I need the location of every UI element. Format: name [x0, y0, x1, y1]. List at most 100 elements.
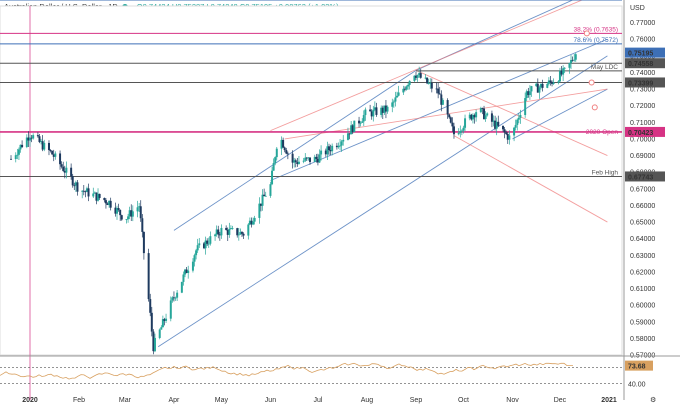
candle-body [484, 115, 487, 120]
candle-body [52, 154, 55, 157]
candle-body [29, 137, 31, 141]
level-label: 78.6% (0.7572) [574, 37, 618, 44]
price-badge-text: 0.73399 [628, 80, 653, 87]
candle-body [536, 83, 539, 93]
candle-body [490, 113, 493, 122]
candle-body [358, 120, 361, 124]
candle-body [76, 182, 79, 192]
candle-body [220, 227, 223, 236]
candle-body [120, 215, 123, 220]
candle-body [215, 229, 218, 235]
candle-body [47, 142, 50, 151]
candle-body [513, 127, 516, 136]
candle-body [473, 115, 476, 118]
candle-body [549, 80, 552, 83]
price-badge-text: 0.70423 [628, 130, 653, 137]
candle-body [242, 233, 245, 236]
candle-body [240, 232, 243, 234]
price-badge [625, 47, 665, 58]
candle-body [471, 115, 474, 120]
candle-body [570, 59, 573, 64]
candle-body [335, 145, 338, 148]
candle-body [415, 75, 417, 78]
candle-body [418, 73, 421, 76]
candle-body [206, 240, 209, 244]
candle-body [195, 250, 198, 256]
candle-body [119, 209, 122, 216]
candle-body [424, 77, 427, 79]
candle-body [364, 109, 367, 116]
candle-body [127, 216, 130, 220]
candle-body [261, 194, 264, 206]
candle-body [524, 98, 527, 116]
candle-body [81, 190, 84, 192]
candle-body [169, 300, 172, 319]
candle-body [163, 319, 166, 321]
candle-body [293, 160, 296, 163]
candle-body [405, 86, 408, 90]
candle-body [552, 82, 555, 84]
candle-body [191, 261, 194, 271]
candle-body [63, 170, 66, 173]
candle-body [481, 108, 484, 109]
candle-body [38, 136, 41, 143]
candle-body [185, 269, 188, 274]
trend-line [270, 0, 584, 132]
candle-body [315, 156, 318, 159]
candle-body [193, 255, 196, 262]
candle-body [187, 270, 190, 274]
x-tick-label: May [215, 397, 229, 404]
candle-body [394, 97, 397, 102]
candle-body [402, 88, 405, 93]
y-tick-label: 0.77000 [630, 20, 655, 27]
candle-body [573, 59, 576, 61]
candle-body [449, 117, 452, 123]
candle-body [98, 193, 101, 198]
candle-body [346, 133, 349, 140]
candle-body [114, 207, 117, 214]
x-tick-label: Sep [410, 397, 423, 404]
candle-body [294, 160, 297, 163]
candle-body [373, 107, 376, 110]
candle-body [172, 297, 175, 299]
price-badge-text: 0.75195 [628, 51, 653, 58]
candle-body [214, 234, 217, 237]
candle-body [560, 70, 563, 75]
candle-body [506, 133, 509, 140]
candle-body [264, 195, 267, 197]
candle-body [131, 211, 134, 217]
y-tick-label: 0.70000 [630, 136, 655, 143]
candle-body [10, 158, 13, 160]
candle-body [49, 150, 52, 151]
candle-body [541, 83, 544, 88]
candle-body [503, 129, 506, 133]
trend-line [284, 88, 608, 140]
trend-line [453, 135, 608, 223]
candle-body [438, 93, 441, 95]
pivot-marker [591, 104, 598, 111]
y-tick-label: 0.63000 [630, 253, 655, 260]
candle-body [30, 137, 33, 139]
candle-body [204, 240, 207, 249]
candle-body [309, 157, 312, 162]
candle-body [43, 142, 46, 150]
y-tick-label: 0.69000 [630, 153, 655, 160]
candle-body [225, 227, 228, 230]
x-tick-label: 2021 [601, 397, 617, 404]
pivot-marker [583, 30, 590, 37]
x-tick-label: 2020 [22, 397, 38, 404]
candle-body [551, 82, 554, 84]
candle-body [41, 141, 44, 150]
x-tick-label: Feb [73, 397, 85, 404]
candle-body [130, 210, 133, 217]
candle-body [568, 63, 571, 68]
candle-body [429, 82, 432, 84]
trend-line [157, 55, 608, 348]
candle-body [348, 133, 351, 135]
candle-body [370, 111, 373, 117]
y-tick-label: 0.64000 [630, 236, 655, 243]
candle-body [546, 83, 549, 88]
candle-body [150, 312, 153, 332]
candle-body [305, 157, 308, 159]
